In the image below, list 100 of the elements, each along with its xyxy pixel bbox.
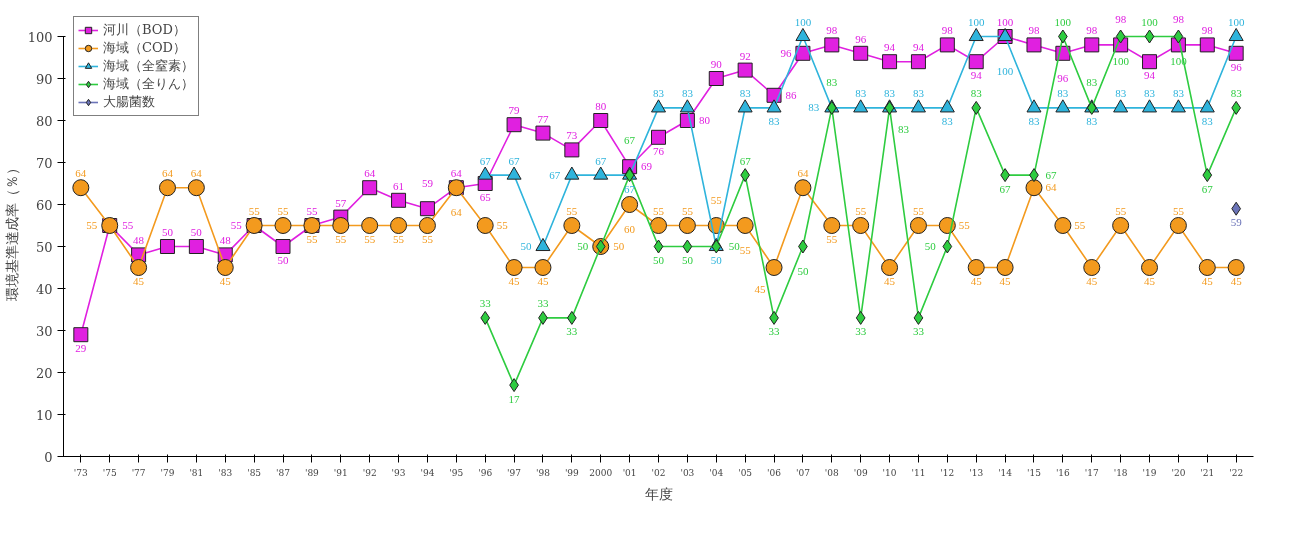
data-label: 67 [739,154,752,167]
x-tick-label: '19 [1142,467,1157,478]
x-tick-label: '11 [911,467,926,478]
x-tick-label: '10 [882,467,897,478]
data-label: 50 [577,240,589,252]
data-label: 76 [653,144,665,157]
y-axis-title: 環境基準達成率（％） [3,161,20,302]
legend-label: 大腸菌数 [103,93,155,111]
x-tick-label: '18 [1113,467,1128,478]
x-tick-label: '89 [304,467,320,478]
data-label: 45 [754,283,767,295]
data-label: 45 [133,275,145,287]
data-label: 83 [826,76,838,89]
y-tick-label: 50 [35,239,53,255]
x-tick-label: '75 [102,467,117,478]
data-label: 83 [1144,87,1156,100]
data-label: 67 [1045,168,1057,181]
data-label: 83 [768,115,781,128]
data-label: 64 [190,167,203,180]
data-label: 83 [884,87,896,100]
data-label: 55 [681,205,694,217]
data-label: 100 [1054,16,1072,28]
data-label: 55 [277,205,290,217]
x-tick-label: '06 [767,467,782,478]
data-label: 45 [1144,275,1156,287]
data-label: 83 [898,123,910,136]
x-tick-label: '09 [853,467,868,478]
x-tick-label: '83 [218,467,233,478]
data-label: 98 [1115,13,1127,26]
data-label: 83 [1230,87,1243,100]
data-label: 17 [508,392,521,405]
data-label: 64 [450,167,463,180]
x-tick-label: '99 [564,467,580,478]
data-label: 45 [999,275,1012,287]
x-tick-label: '20 [1171,467,1186,478]
data-label: 83 [739,87,752,100]
data-label: 79 [508,104,521,117]
x-tick-label: '93 [391,467,406,478]
data-label: 92 [739,49,751,62]
data-label: 67 [479,154,492,167]
data-label: 83 [941,115,954,128]
data-label: 55 [826,233,838,245]
data-label: 83 [855,87,867,100]
data-label: 98 [941,24,954,37]
data-label: 67 [624,133,636,146]
x-tick-label: '13 [969,467,984,478]
data-label: 67 [624,182,636,195]
data-label: 55 [421,233,434,245]
data-label: 50 [728,240,741,252]
data-label: 83 [1028,115,1040,128]
x-tick-label: '01 [622,467,637,478]
data-label: 60 [624,223,636,235]
x-tick-label: '97 [507,467,522,478]
x-tick-label: '14 [998,467,1013,478]
data-label: 83 [1086,76,1098,89]
data-label: 50 [161,226,174,238]
data-label: 64 [797,167,809,180]
data-label: 100 [967,16,985,28]
data-label: 55 [364,233,376,245]
data-label: 83 [1086,115,1098,128]
data-label: 55 [248,205,261,217]
data-label: 57 [335,196,347,209]
data-label: 67 [508,154,521,167]
x-tick-label: '21 [1200,467,1215,478]
data-label: 96 [780,46,792,59]
x-tick-label: '03 [680,467,695,478]
data-label: 67 [999,182,1012,195]
data-label: 64 [161,167,174,180]
legend-label: 海域（全窒素） [103,57,194,75]
data-label: 96 [855,32,867,45]
x-tick-label: 2000 [589,467,613,478]
x-tick-label: '94 [420,467,435,478]
x-tick-label: '73 [73,467,89,478]
data-label: 83 [1057,87,1069,100]
x-tick-label: '07 [795,467,811,478]
data-label: 50 [681,254,694,266]
data-label: 98 [1172,13,1185,26]
x-tick-label: '81 [189,467,204,478]
data-label: 33 [537,297,549,310]
data-label: 100 [1112,55,1130,67]
y-tick-label: 90 [35,71,53,87]
data-label: 100 [1141,16,1159,28]
x-tick-label: '16 [1055,467,1071,478]
data-label: 83 [1115,87,1127,100]
data-label: 80 [698,114,711,126]
data-label: 45 [1230,275,1243,287]
data-label: 69 [641,160,653,173]
data-label: 67 [595,154,607,167]
x-tick-label: '15 [1027,467,1042,478]
data-label: 55 [739,244,752,256]
x-tick-label: '05 [738,467,753,478]
data-label: 55 [306,233,318,245]
data-label: 55 [653,205,665,217]
data-label: 50 [710,254,723,266]
data-label: 96 [1230,60,1243,73]
data-label: 45 [508,275,521,287]
y-tick-label: 40 [35,281,53,297]
x-tick-label: '95 [449,467,464,478]
data-label: 55 [306,205,318,217]
y-tick-label: 20 [35,365,53,381]
